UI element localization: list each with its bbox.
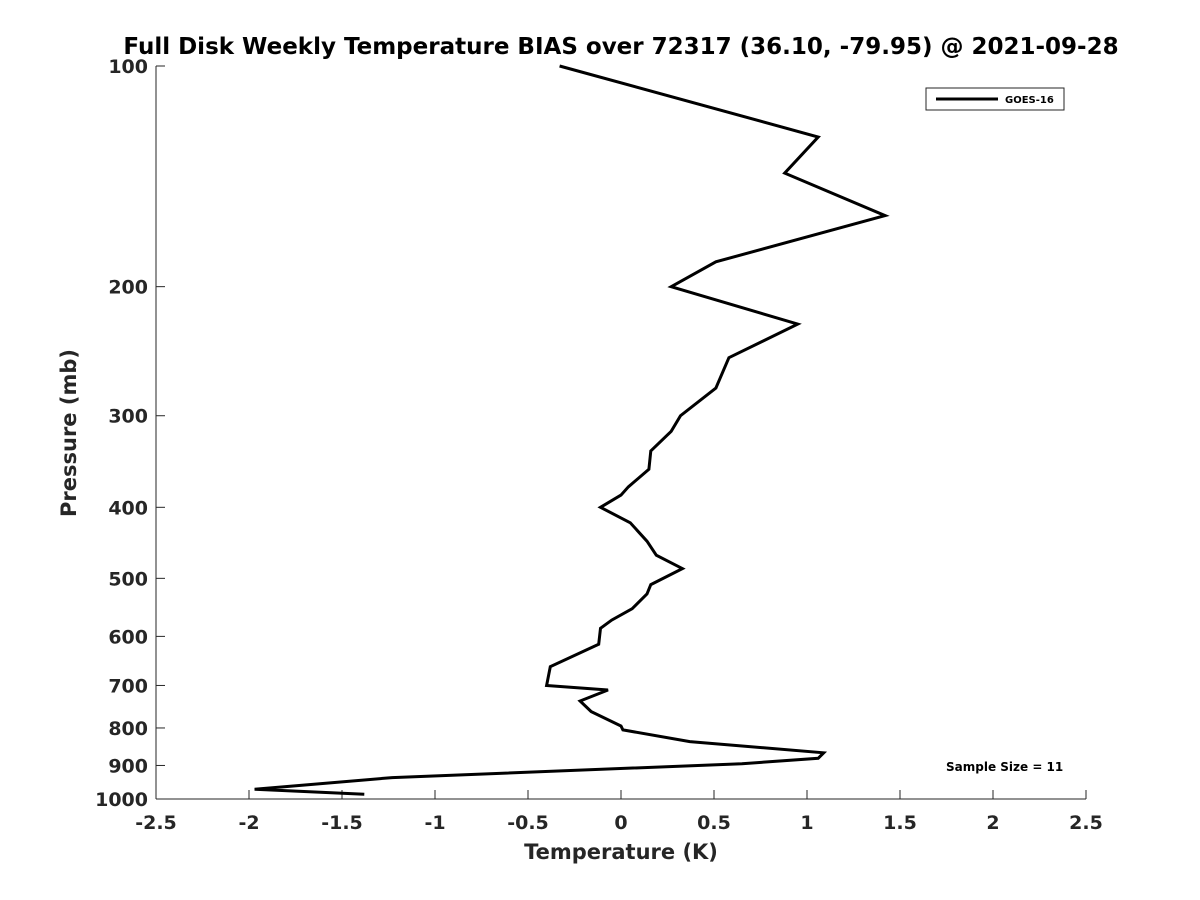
y-tick-label: 300: [108, 406, 148, 428]
x-axis-label: Temperature (K): [524, 840, 718, 864]
x-tick-label: -1: [424, 812, 445, 834]
sample-size-annotation: Sample Size = 11: [946, 760, 1063, 774]
y-tick-label: 400: [108, 497, 148, 519]
x-tick-label: 2: [986, 812, 999, 834]
y-tick-label: 500: [108, 568, 148, 590]
x-tick-label: 1: [800, 812, 813, 834]
series-line-goes-16: [254, 64, 890, 796]
x-tick-label: 0: [614, 812, 627, 834]
y-tick-label: 900: [108, 755, 148, 777]
x-tick-label: 1.5: [883, 812, 917, 834]
legend-entry-goes-16: GOES-16: [1005, 95, 1054, 106]
y-tick-label: 600: [108, 626, 148, 648]
x-tick-label: 0.5: [697, 812, 731, 834]
chart-title: Full Disk Weekly Temperature BIAS over 7…: [123, 34, 1118, 60]
y-ticks: 100 200 300 400 500 600 700 800 900 1000: [95, 56, 165, 811]
y-tick-label: 100: [108, 56, 148, 78]
y-axis-label: Pressure (mb): [57, 349, 81, 517]
x-tick-label: -2: [238, 812, 259, 834]
x-tick-label: -0.5: [507, 812, 549, 834]
y-tick-label: 800: [108, 718, 148, 740]
x-tick-label: -2.5: [135, 812, 177, 834]
y-tick-label: 200: [108, 277, 148, 299]
legend: GOES-16: [925, 87, 1065, 111]
x-tick-label: -1.5: [321, 812, 363, 834]
series-layer: [254, 64, 890, 796]
x-tick-label: 2.5: [1069, 812, 1103, 834]
x-ticks: -2.5 -2 -1.5 -1 -0.5 0 0.5 1 1.5 2 2.5: [135, 790, 1103, 834]
y-tick-label: 1000: [95, 789, 148, 811]
y-tick-label: 700: [108, 675, 148, 697]
